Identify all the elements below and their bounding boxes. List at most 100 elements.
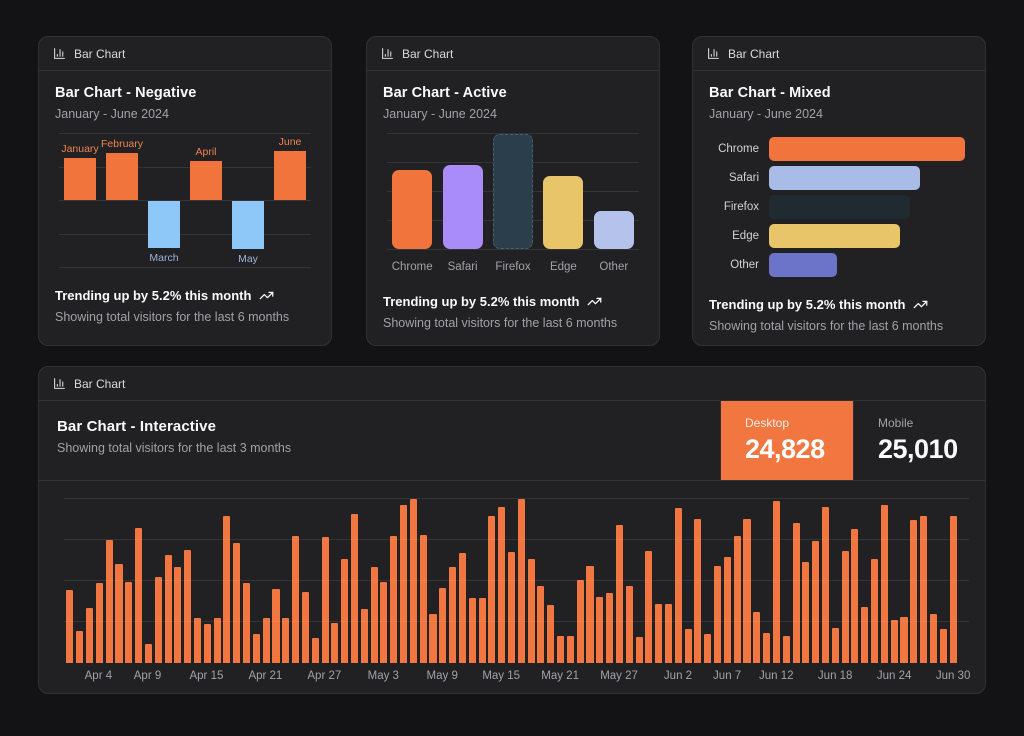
bar-day-13[interactable]: [193, 617, 201, 663]
bar-day-4[interactable]: [105, 540, 113, 663]
bar-day-48[interactable]: [537, 585, 545, 663]
bar-day-67[interactable]: [723, 556, 731, 663]
bar-day-58[interactable]: [635, 637, 643, 663]
bar-day-2[interactable]: [86, 608, 94, 663]
bar-day-56[interactable]: [615, 524, 623, 663]
bar-day-9[interactable]: [154, 577, 162, 663]
bar-day-30[interactable]: [360, 608, 368, 663]
bar-day-74[interactable]: [792, 522, 800, 663]
bar-day-83[interactable]: [880, 505, 888, 663]
bar-day-36[interactable]: [419, 535, 427, 663]
bar-day-69[interactable]: [743, 518, 751, 663]
bar-day-84[interactable]: [890, 619, 898, 663]
bar-edge[interactable]: [769, 224, 900, 248]
bar-day-60[interactable]: [655, 604, 663, 663]
bar-january[interactable]: [63, 157, 96, 200]
bar-day-76[interactable]: [812, 540, 820, 663]
bar-june[interactable]: [273, 151, 306, 200]
mobile-toggle-button[interactable]: Mobile 25,010: [853, 401, 985, 480]
bar-day-57[interactable]: [625, 586, 633, 663]
bar-day-31[interactable]: [370, 566, 378, 663]
bar-day-35[interactable]: [409, 499, 417, 663]
desktop-toggle-button[interactable]: Desktop 24,828: [721, 401, 853, 480]
bar-day-80[interactable]: [851, 528, 859, 663]
bar-day-40[interactable]: [458, 552, 466, 663]
bar-day-44[interactable]: [498, 507, 506, 663]
bar-day-21[interactable]: [272, 589, 280, 663]
bar-day-26[interactable]: [321, 537, 329, 663]
bar-day-7[interactable]: [135, 528, 143, 663]
bar-edge[interactable]: [543, 176, 584, 249]
bar-other[interactable]: [769, 253, 838, 277]
bar-day-78[interactable]: [831, 627, 839, 663]
bar-day-53[interactable]: [586, 566, 594, 663]
bar-day-8[interactable]: [144, 643, 152, 663]
bar-firefox[interactable]: [769, 195, 911, 219]
bar-day-50[interactable]: [557, 636, 565, 663]
bar-day-59[interactable]: [645, 551, 653, 663]
bar-day-64[interactable]: [694, 518, 702, 663]
bar-day-89[interactable]: [939, 629, 947, 663]
bar-day-16[interactable]: [223, 516, 231, 663]
bar-day-62[interactable]: [674, 508, 682, 663]
bar-march[interactable]: [148, 201, 180, 249]
bar-day-32[interactable]: [380, 581, 388, 663]
bar-day-41[interactable]: [468, 598, 476, 663]
bar-day-87[interactable]: [920, 515, 928, 663]
bar-day-61[interactable]: [664, 604, 672, 663]
bar-day-27[interactable]: [331, 622, 339, 663]
bar-safari[interactable]: [769, 166, 921, 190]
bar-day-28[interactable]: [341, 559, 349, 663]
bar-day-15[interactable]: [213, 617, 221, 663]
bar-day-25[interactable]: [311, 638, 319, 663]
bar-day-18[interactable]: [243, 583, 251, 663]
bar-day-86[interactable]: [910, 520, 918, 663]
bar-chrome[interactable]: [392, 170, 433, 249]
bar-day-55[interactable]: [606, 592, 614, 663]
bar-day-46[interactable]: [517, 498, 525, 663]
bar-day-11[interactable]: [174, 566, 182, 663]
bar-day-1[interactable]: [76, 631, 84, 663]
bar-day-79[interactable]: [841, 550, 849, 663]
bar-day-37[interactable]: [429, 613, 437, 663]
bar-day-24[interactable]: [301, 592, 309, 663]
bar-day-19[interactable]: [252, 633, 260, 663]
bar-day-23[interactable]: [292, 535, 300, 663]
bar-day-54[interactable]: [596, 596, 604, 663]
bar-day-10[interactable]: [164, 555, 172, 663]
bar-day-75[interactable]: [802, 562, 810, 663]
bar-day-29[interactable]: [350, 513, 358, 663]
bar-day-14[interactable]: [203, 623, 211, 663]
bar-day-66[interactable]: [714, 566, 722, 663]
bar-day-34[interactable]: [400, 504, 408, 663]
bar-day-33[interactable]: [390, 536, 398, 663]
bar-day-22[interactable]: [282, 617, 290, 663]
bar-day-52[interactable]: [576, 580, 584, 663]
bar-day-73[interactable]: [782, 636, 790, 663]
bar-day-85[interactable]: [900, 616, 908, 663]
bar-day-5[interactable]: [115, 563, 123, 663]
bar-day-0[interactable]: [66, 589, 74, 663]
bar-day-90[interactable]: [949, 516, 957, 663]
bar-april[interactable]: [190, 160, 222, 200]
bar-day-43[interactable]: [488, 515, 496, 663]
bar-safari[interactable]: [442, 165, 483, 249]
bar-day-82[interactable]: [871, 558, 879, 663]
bar-day-63[interactable]: [684, 629, 692, 663]
bar-day-42[interactable]: [478, 598, 486, 663]
bar-day-77[interactable]: [821, 506, 829, 663]
bar-day-68[interactable]: [733, 536, 741, 663]
bar-day-45[interactable]: [507, 551, 515, 663]
bar-day-47[interactable]: [527, 559, 535, 663]
bar-day-3[interactable]: [95, 583, 103, 663]
bar-day-39[interactable]: [449, 566, 457, 663]
bar-day-20[interactable]: [262, 617, 270, 663]
bar-may[interactable]: [232, 201, 264, 249]
bar-day-71[interactable]: [763, 632, 771, 663]
bar-day-81[interactable]: [861, 607, 869, 663]
bar-day-6[interactable]: [125, 582, 133, 663]
bar-day-72[interactable]: [772, 501, 780, 663]
bar-other[interactable]: [593, 211, 634, 249]
bar-day-70[interactable]: [753, 612, 761, 663]
bar-chrome[interactable]: [769, 137, 965, 161]
